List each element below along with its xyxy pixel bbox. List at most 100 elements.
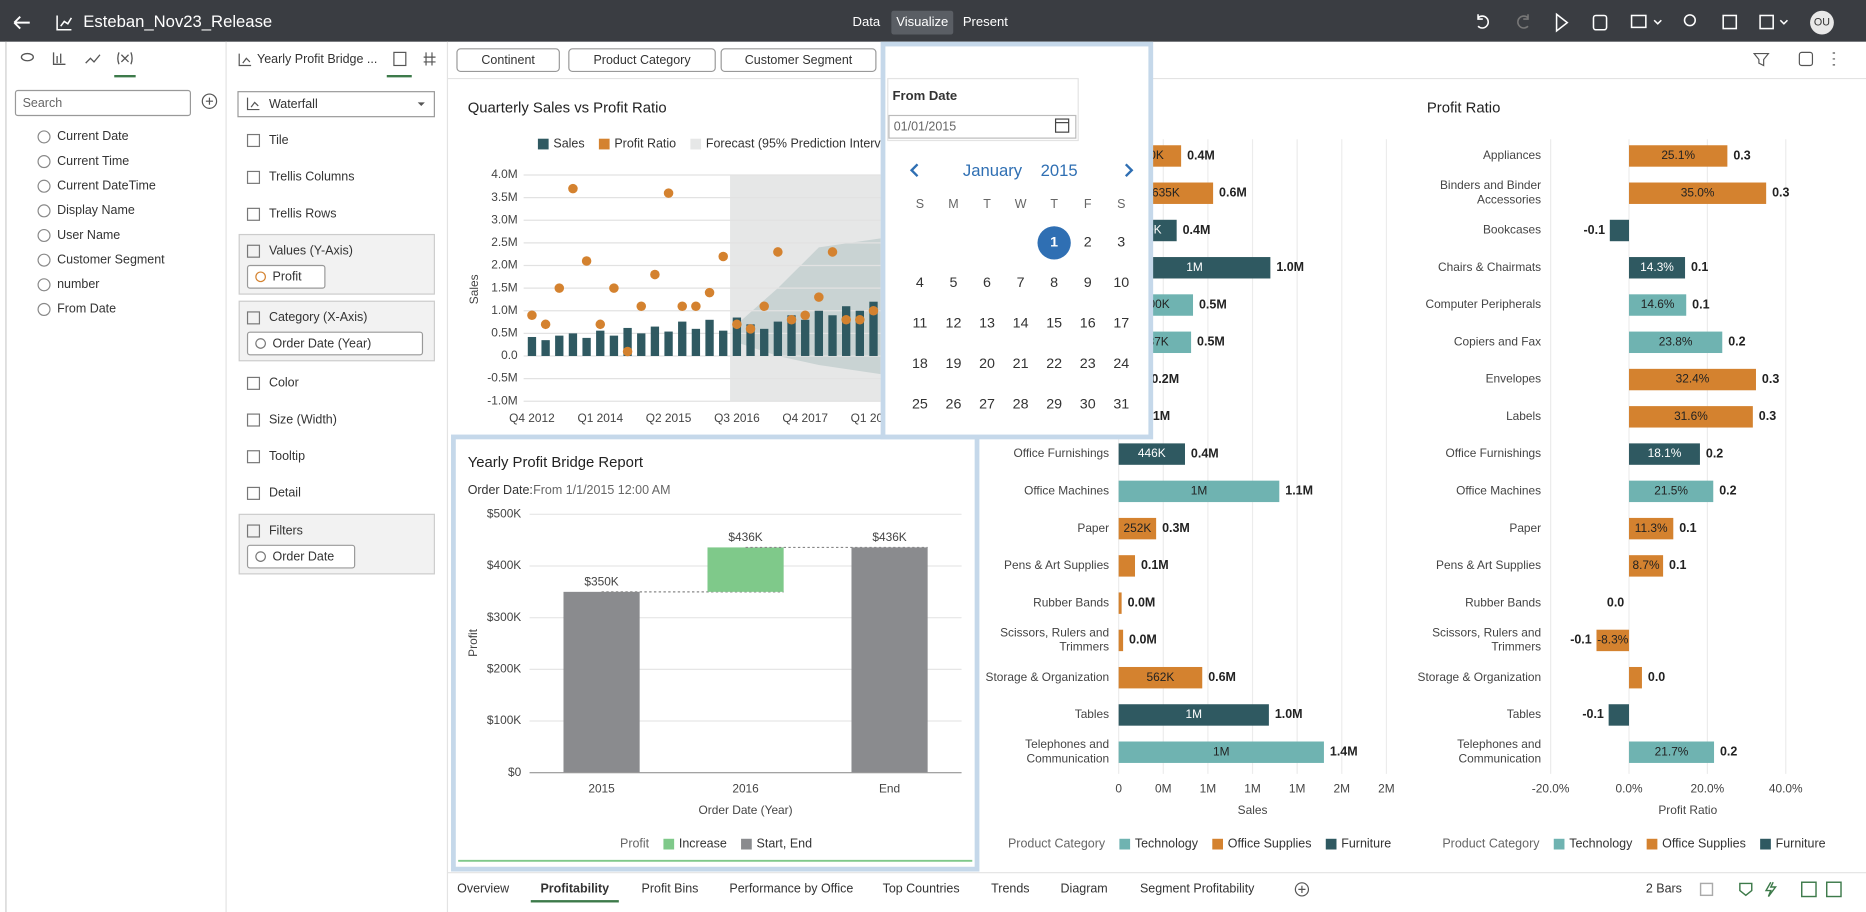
field-name[interactable]: Display Name [57,203,135,217]
undo[interactable] [1477,14,1490,29]
calendar-day[interactable]: 19 [946,356,962,372]
refresh-data[interactable] [1592,14,1608,31]
filter-button[interactable] [1752,52,1770,67]
next-month[interactable] [1124,163,1134,178]
filters-status[interactable] [1739,882,1753,897]
viz-type-select[interactable] [237,91,435,118]
calendar-day[interactable]: 25 [912,397,928,413]
calendar-day[interactable]: 7 [1017,275,1025,291]
section-label[interactable]: Tile [269,133,289,147]
calendar-day[interactable]: 30 [1080,397,1096,413]
filter-pill[interactable] [456,48,560,73]
calculations-tab[interactable] [117,52,133,65]
section-label[interactable]: Filters [269,523,303,537]
section-label[interactable]: Trellis Columns [269,170,355,184]
legend-label[interactable]: Technology [1135,836,1199,850]
calendar-day[interactable]: 26 [946,397,962,413]
canvas-tab[interactable]: Profit Bins [642,882,699,896]
user-avatar[interactable] [1810,10,1834,35]
field-name[interactable]: From Date [57,302,116,316]
section-label[interactable]: Detail [269,486,301,500]
add-canvas[interactable] [1294,882,1310,897]
calendar-button[interactable] [1054,118,1070,133]
layout-button[interactable] [1699,882,1714,897]
canvas-tab[interactable]: Overview [457,882,510,896]
save-menu[interactable] [1779,19,1789,25]
mode-tab[interactable]: Present [963,14,1008,29]
calendar-day[interactable]: 11 [913,316,928,332]
section-label[interactable]: Tooltip [269,449,305,463]
field-pill[interactable] [246,544,356,569]
calendar-day[interactable]: 9 [1084,275,1092,291]
section-label[interactable]: Values (Y-Axis) [269,244,353,258]
legend-label[interactable]: Start, End [757,836,813,850]
field-name[interactable]: Customer Segment [57,252,165,266]
field-pill[interactable] [246,264,326,289]
section-label[interactable]: Size (Width) [269,412,337,426]
add-button[interactable] [201,93,218,109]
search-box[interactable] [14,89,192,117]
insights[interactable] [1683,14,1697,27]
panel-toggle[interactable] [1826,881,1842,898]
calendar-day[interactable]: 16 [1080,316,1096,332]
calendar-day[interactable]: 5 [950,275,958,291]
calendar-day[interactable]: 21 [1013,356,1029,372]
section-label[interactable]: Color [269,376,299,390]
legend-label[interactable]: Office Supplies [1228,836,1312,850]
comments-menu[interactable] [1653,19,1662,25]
calendar-day[interactable]: 10 [1113,275,1129,291]
calendar-day[interactable]: 22 [1046,356,1062,372]
calendar-day[interactable]: 24 [1113,356,1129,372]
calendar-day[interactable]: 3 [1117,235,1125,251]
canvas-tab[interactable]: Diagram [1061,882,1108,896]
legend-label[interactable]: Furniture [1341,836,1391,850]
legend-label[interactable]: Technology [1569,836,1633,850]
filter-pill[interactable] [568,48,716,73]
calendar-day[interactable]: 31 [1113,397,1129,413]
field-name[interactable]: Current Date [57,129,129,143]
section-label[interactable]: Category (X-Axis) [269,310,367,324]
legend-label[interactable]: Forecast (95% Prediction Interval) [706,136,895,150]
canvas-tab[interactable]: Trends [991,882,1029,896]
filter-pill[interactable] [720,48,877,73]
run[interactable] [1555,12,1569,33]
date-input[interactable] [888,114,1077,139]
canvas-settings[interactable] [1798,51,1814,67]
calendar-day[interactable]: 2 [1084,235,1092,251]
canvas-tab[interactable]: Segment Profitability [1140,882,1255,896]
legend-label[interactable]: Office Supplies [1662,836,1746,850]
calendar-day[interactable]: 29 [1046,397,1062,413]
field-name[interactable]: Current Time [57,154,129,168]
field-name[interactable]: number [57,277,99,291]
visualizations-tab[interactable] [52,52,66,65]
calendar-day[interactable]: 12 [946,316,962,332]
calendar-day[interactable]: 23 [1080,356,1096,372]
calendar-day[interactable]: 27 [979,397,995,413]
canvas-tab[interactable]: Performance by Office [729,882,853,896]
calendar-day[interactable]: 14 [1013,316,1029,332]
section-label[interactable]: Trellis Rows [269,207,337,221]
mode-tab[interactable]: Data [853,14,881,29]
legend-label[interactable]: Sales [553,136,584,150]
calendar-day[interactable]: 18 [912,356,928,372]
comments[interactable] [1630,14,1647,29]
field-name[interactable]: Current DateTime [57,179,156,193]
canvas-tab[interactable]: Profitability [540,882,609,896]
calendar-day[interactable]: 8 [1050,275,1058,291]
field-name[interactable]: User Name [57,228,120,242]
calendar-day[interactable]: 1 [1050,235,1058,251]
export[interactable] [1722,14,1738,30]
analytics-tab[interactable] [85,54,101,64]
data-tab[interactable] [20,52,34,62]
save[interactable] [1759,14,1774,30]
calendar-year[interactable]: 2015 [1041,161,1078,180]
grammar-tab[interactable] [393,51,407,67]
calendar-month[interactable]: January [963,161,1023,180]
calendar-day[interactable]: 6 [983,275,991,291]
calendar-day[interactable]: 28 [1013,397,1029,413]
properties-tab[interactable] [423,52,436,66]
calendar-day[interactable]: 13 [979,316,995,332]
panel-toggle[interactable] [1801,881,1817,898]
mode-tab[interactable]: Visualize [896,14,948,29]
legend-label[interactable]: Furniture [1776,836,1826,850]
